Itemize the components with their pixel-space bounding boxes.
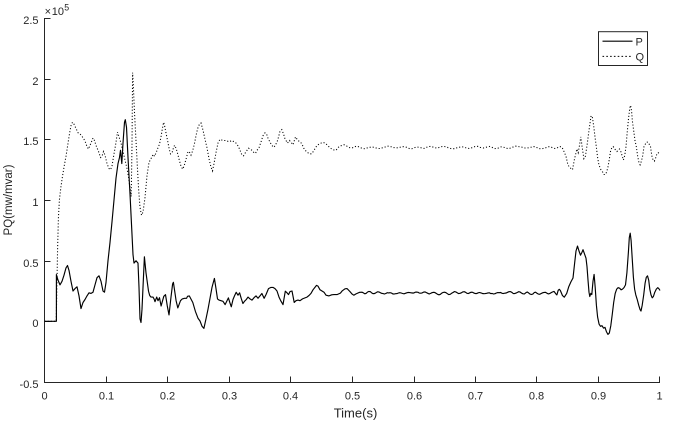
svg-text:1: 1 [656, 391, 662, 403]
svg-text:2.5: 2.5 [23, 15, 38, 27]
svg-text:2: 2 [32, 76, 38, 88]
svg-text:Time(s): Time(s) [334, 406, 378, 421]
svg-text:×105: ×105 [45, 3, 70, 18]
svg-text:0.5: 0.5 [345, 391, 360, 403]
svg-text:0: 0 [41, 391, 47, 403]
svg-text:1: 1 [32, 197, 38, 209]
svg-text:0.8: 0.8 [529, 391, 544, 403]
svg-text:0.6: 0.6 [407, 391, 422, 403]
svg-text:1.5: 1.5 [23, 136, 38, 148]
svg-text:0: 0 [32, 318, 38, 330]
svg-text:0.7: 0.7 [468, 391, 483, 403]
svg-text:P: P [636, 37, 643, 49]
svg-text:PQ(mw/mvar): PQ(mw/mvar) [3, 164, 15, 235]
svg-text:0.4: 0.4 [283, 391, 298, 403]
svg-text:0.1: 0.1 [99, 391, 114, 403]
svg-text:Q: Q [636, 52, 645, 64]
svg-text:-0.5: -0.5 [20, 379, 39, 391]
svg-text:0.3: 0.3 [222, 391, 237, 403]
svg-text:0.9: 0.9 [591, 391, 606, 403]
svg-text:0.2: 0.2 [160, 391, 175, 403]
svg-text:0.5: 0.5 [23, 258, 38, 270]
